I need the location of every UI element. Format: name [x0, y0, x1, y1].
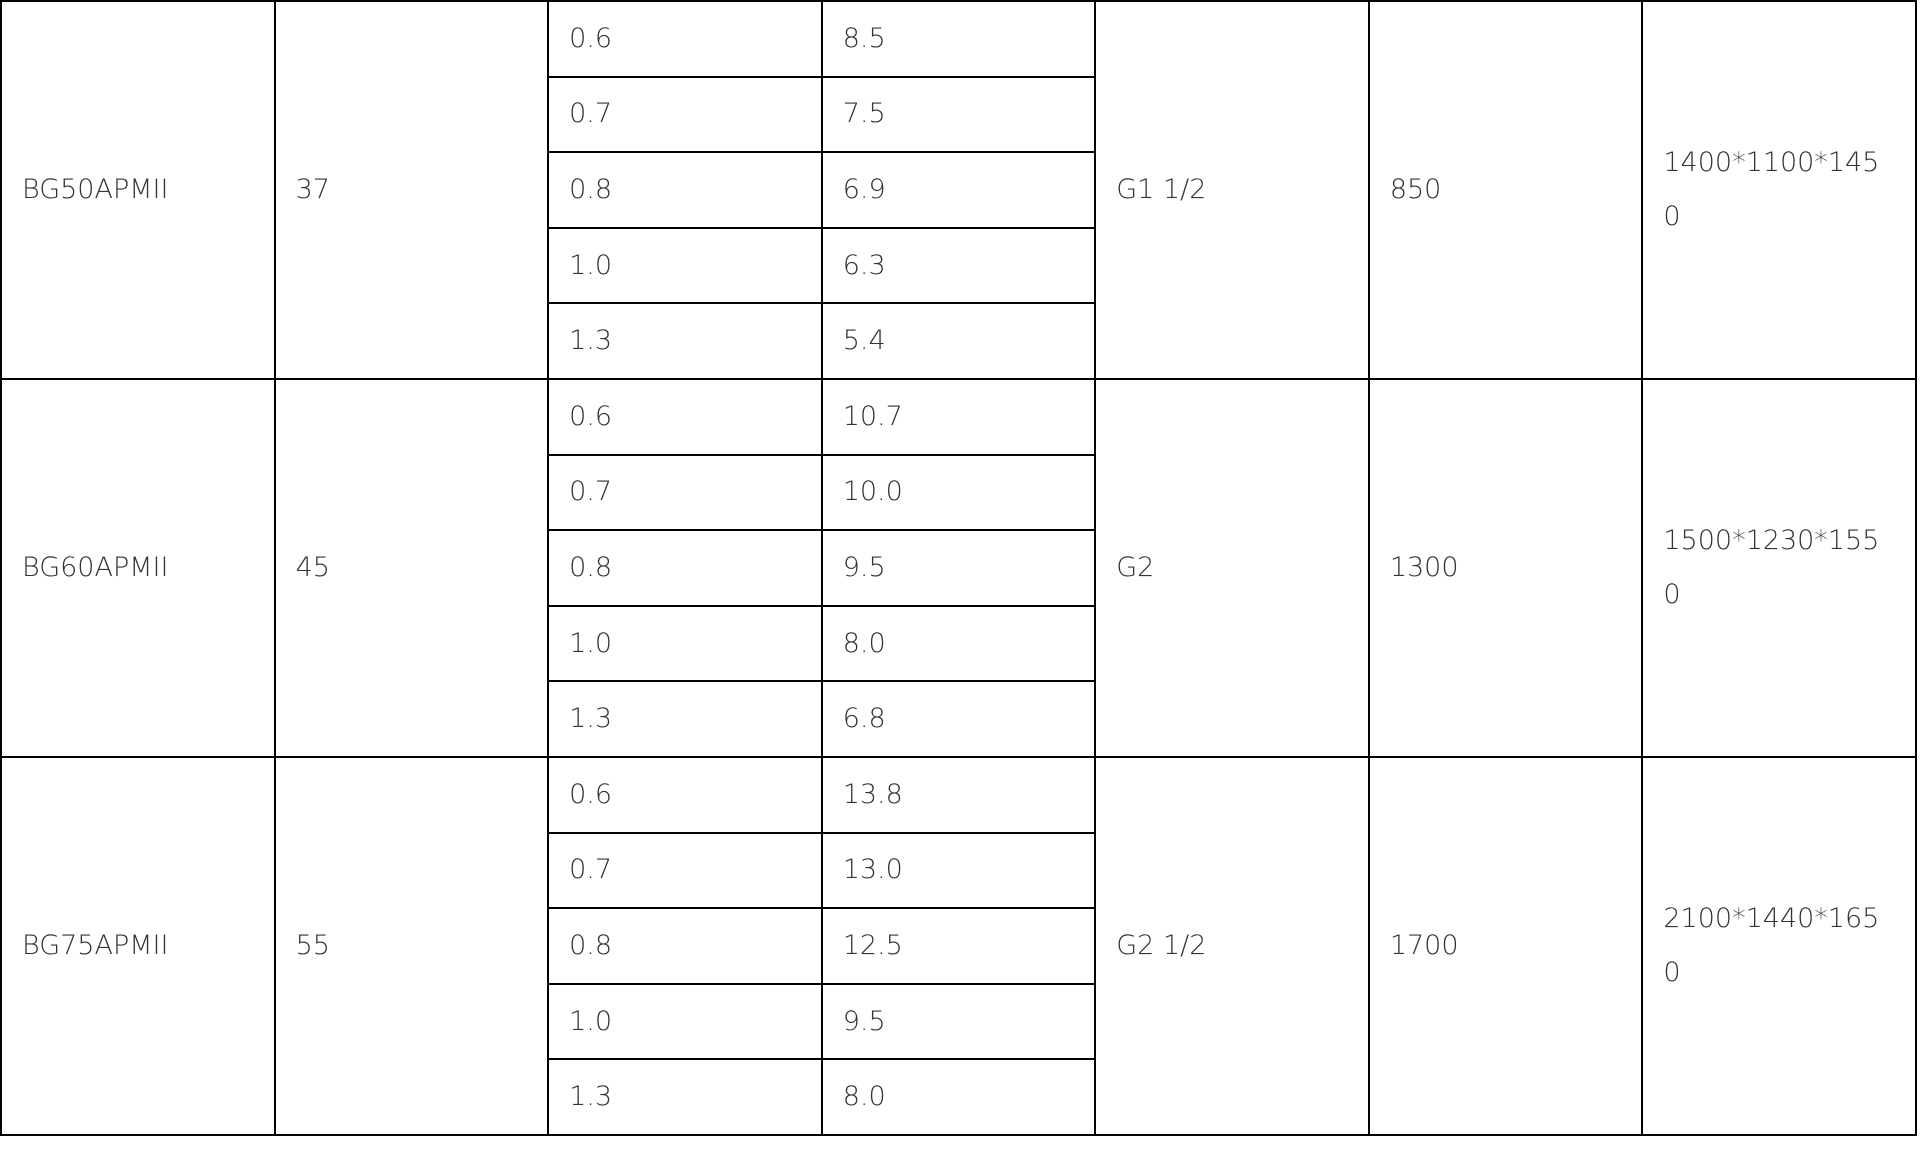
pressure-cell: 0.7	[547, 831, 823, 910]
pressure-cell: 1.3	[547, 1058, 823, 1136]
dimensions-cell: 2100*1440*1650	[1641, 755, 1917, 1136]
model-cell: BG50APMII	[0, 0, 276, 380]
table-row: 1.3 8.0	[1, 1058, 1916, 1136]
pressure-cell: 0.8	[547, 907, 823, 985]
pressure-cell: 0.6	[547, 0, 823, 78]
table-row: 0.7 13.0	[1, 831, 1916, 910]
flow-cell: 9.5	[820, 982, 1097, 1061]
pressure-cell: 0.8	[547, 151, 823, 229]
pressure-cell: 1.0	[547, 226, 823, 305]
weight-cell: 1700	[1367, 755, 1644, 1136]
pressure-cell: 0.7	[547, 75, 823, 154]
table-row: 0.8 12.5	[1, 907, 1916, 985]
pressure-cell: 1.3	[547, 680, 823, 758]
connection-cell: G2 1/2	[1094, 755, 1370, 1136]
table-row: 0.7 7.5	[1, 75, 1916, 154]
spec-table: BG50APMII 37 0.6 8.5 G1 1/2 850 1400*1100*1450…	[0, 0, 1917, 1136]
table-row: 0.8 6.9	[1, 151, 1916, 229]
table-row: 1.0 6.3	[1, 226, 1916, 305]
flow-cell: 8.0	[820, 1058, 1097, 1136]
table-row: BG50APMII 37 0.6 8.5 G1 1/2 850 1400*1100*1450	[0, 0, 1917, 380]
connection-cell: G2	[1094, 377, 1370, 758]
pressure-cell: 1.3	[547, 302, 823, 380]
pressure-cell: 1.0	[547, 982, 823, 1061]
flow-cell: 10.0	[820, 453, 1097, 532]
table-row: BG75APMII 55 0.6 13.8 G2 1/2 1700 2100*1440*16…	[0, 755, 1917, 1136]
table-row: 0.8 9.5	[1, 529, 1916, 607]
flow-cell: 7.5	[820, 75, 1097, 154]
power-cell: 55	[273, 755, 550, 1136]
weight-cell: 1300	[1367, 377, 1644, 758]
flow-cell: 10.7	[820, 377, 1097, 456]
power-cell: 45	[273, 377, 550, 758]
flow-cell: 9.5	[820, 529, 1097, 607]
flow-cell: 6.3	[820, 226, 1097, 305]
flow-cell: 12.5	[820, 907, 1097, 985]
model-cell: BG60APMII	[0, 377, 276, 758]
spec-table-body: BG50APMII 37 0.6 8.5 G1 1/2 850 1400*1100*1450…	[0, 0, 1917, 1136]
pressure-cell: 0.7	[547, 453, 823, 532]
flow-cell: 6.9	[820, 151, 1097, 229]
pressure-cell: 0.8	[547, 529, 823, 607]
flow-cell: 13.0	[820, 831, 1097, 910]
table-row: 1.0 9.5	[1, 982, 1916, 1061]
table-row: BG60APMII 45 0.6 10.7 G2 1300 1500*1230*1550	[0, 377, 1917, 758]
dimensions-cell: 1500*1230*1550	[1641, 377, 1917, 758]
pressure-cell: 1.0	[547, 604, 823, 683]
table-row: 1.3 5.4	[1, 302, 1916, 380]
connection-cell: G1 1/2	[1094, 0, 1370, 380]
flow-cell: 13.8	[820, 755, 1097, 834]
table-row: 0.7 10.0	[1, 453, 1916, 532]
flow-cell: 8.5	[820, 0, 1097, 78]
flow-cell: 8.0	[820, 604, 1097, 683]
weight-cell: 850	[1367, 0, 1644, 380]
table-row: 1.0 8.0	[1, 604, 1916, 683]
table-row: 1.3 6.8	[1, 680, 1916, 758]
model-cell: BG75APMII	[0, 755, 276, 1136]
power-cell: 37	[273, 0, 550, 380]
dimensions-cell: 1400*1100*1450	[1641, 0, 1917, 380]
pressure-cell: 0.6	[547, 377, 823, 456]
flow-cell: 6.8	[820, 680, 1097, 758]
pressure-cell: 0.6	[547, 755, 823, 834]
flow-cell: 5.4	[820, 302, 1097, 380]
